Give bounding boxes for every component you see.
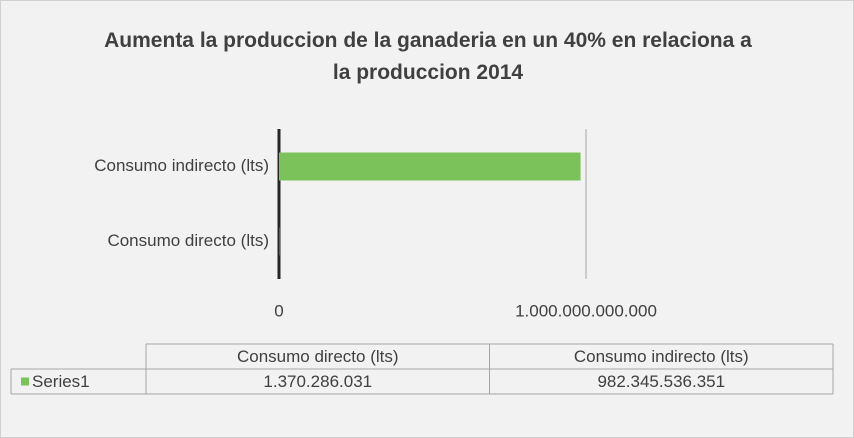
bar <box>279 152 581 181</box>
table-header: Consumo directo (lts) <box>237 347 399 366</box>
x-tick-label: 0 <box>274 301 283 320</box>
y-tick-label: Consumo directo (lts) <box>107 231 269 250</box>
x-tick-label: 1.000.000.000.000 <box>515 301 657 320</box>
y-tick-label: Consumo indirecto (lts) <box>94 156 269 175</box>
table-value: 1.370.286.031 <box>263 372 372 391</box>
table-header: Consumo indirecto (lts) <box>574 347 749 366</box>
legend-label: Series1 <box>32 372 90 391</box>
chart-title: Aumenta la produccion de la ganaderia en… <box>104 29 752 84</box>
table-value: 982.345.536.351 <box>597 372 725 391</box>
legend-key <box>21 377 29 386</box>
